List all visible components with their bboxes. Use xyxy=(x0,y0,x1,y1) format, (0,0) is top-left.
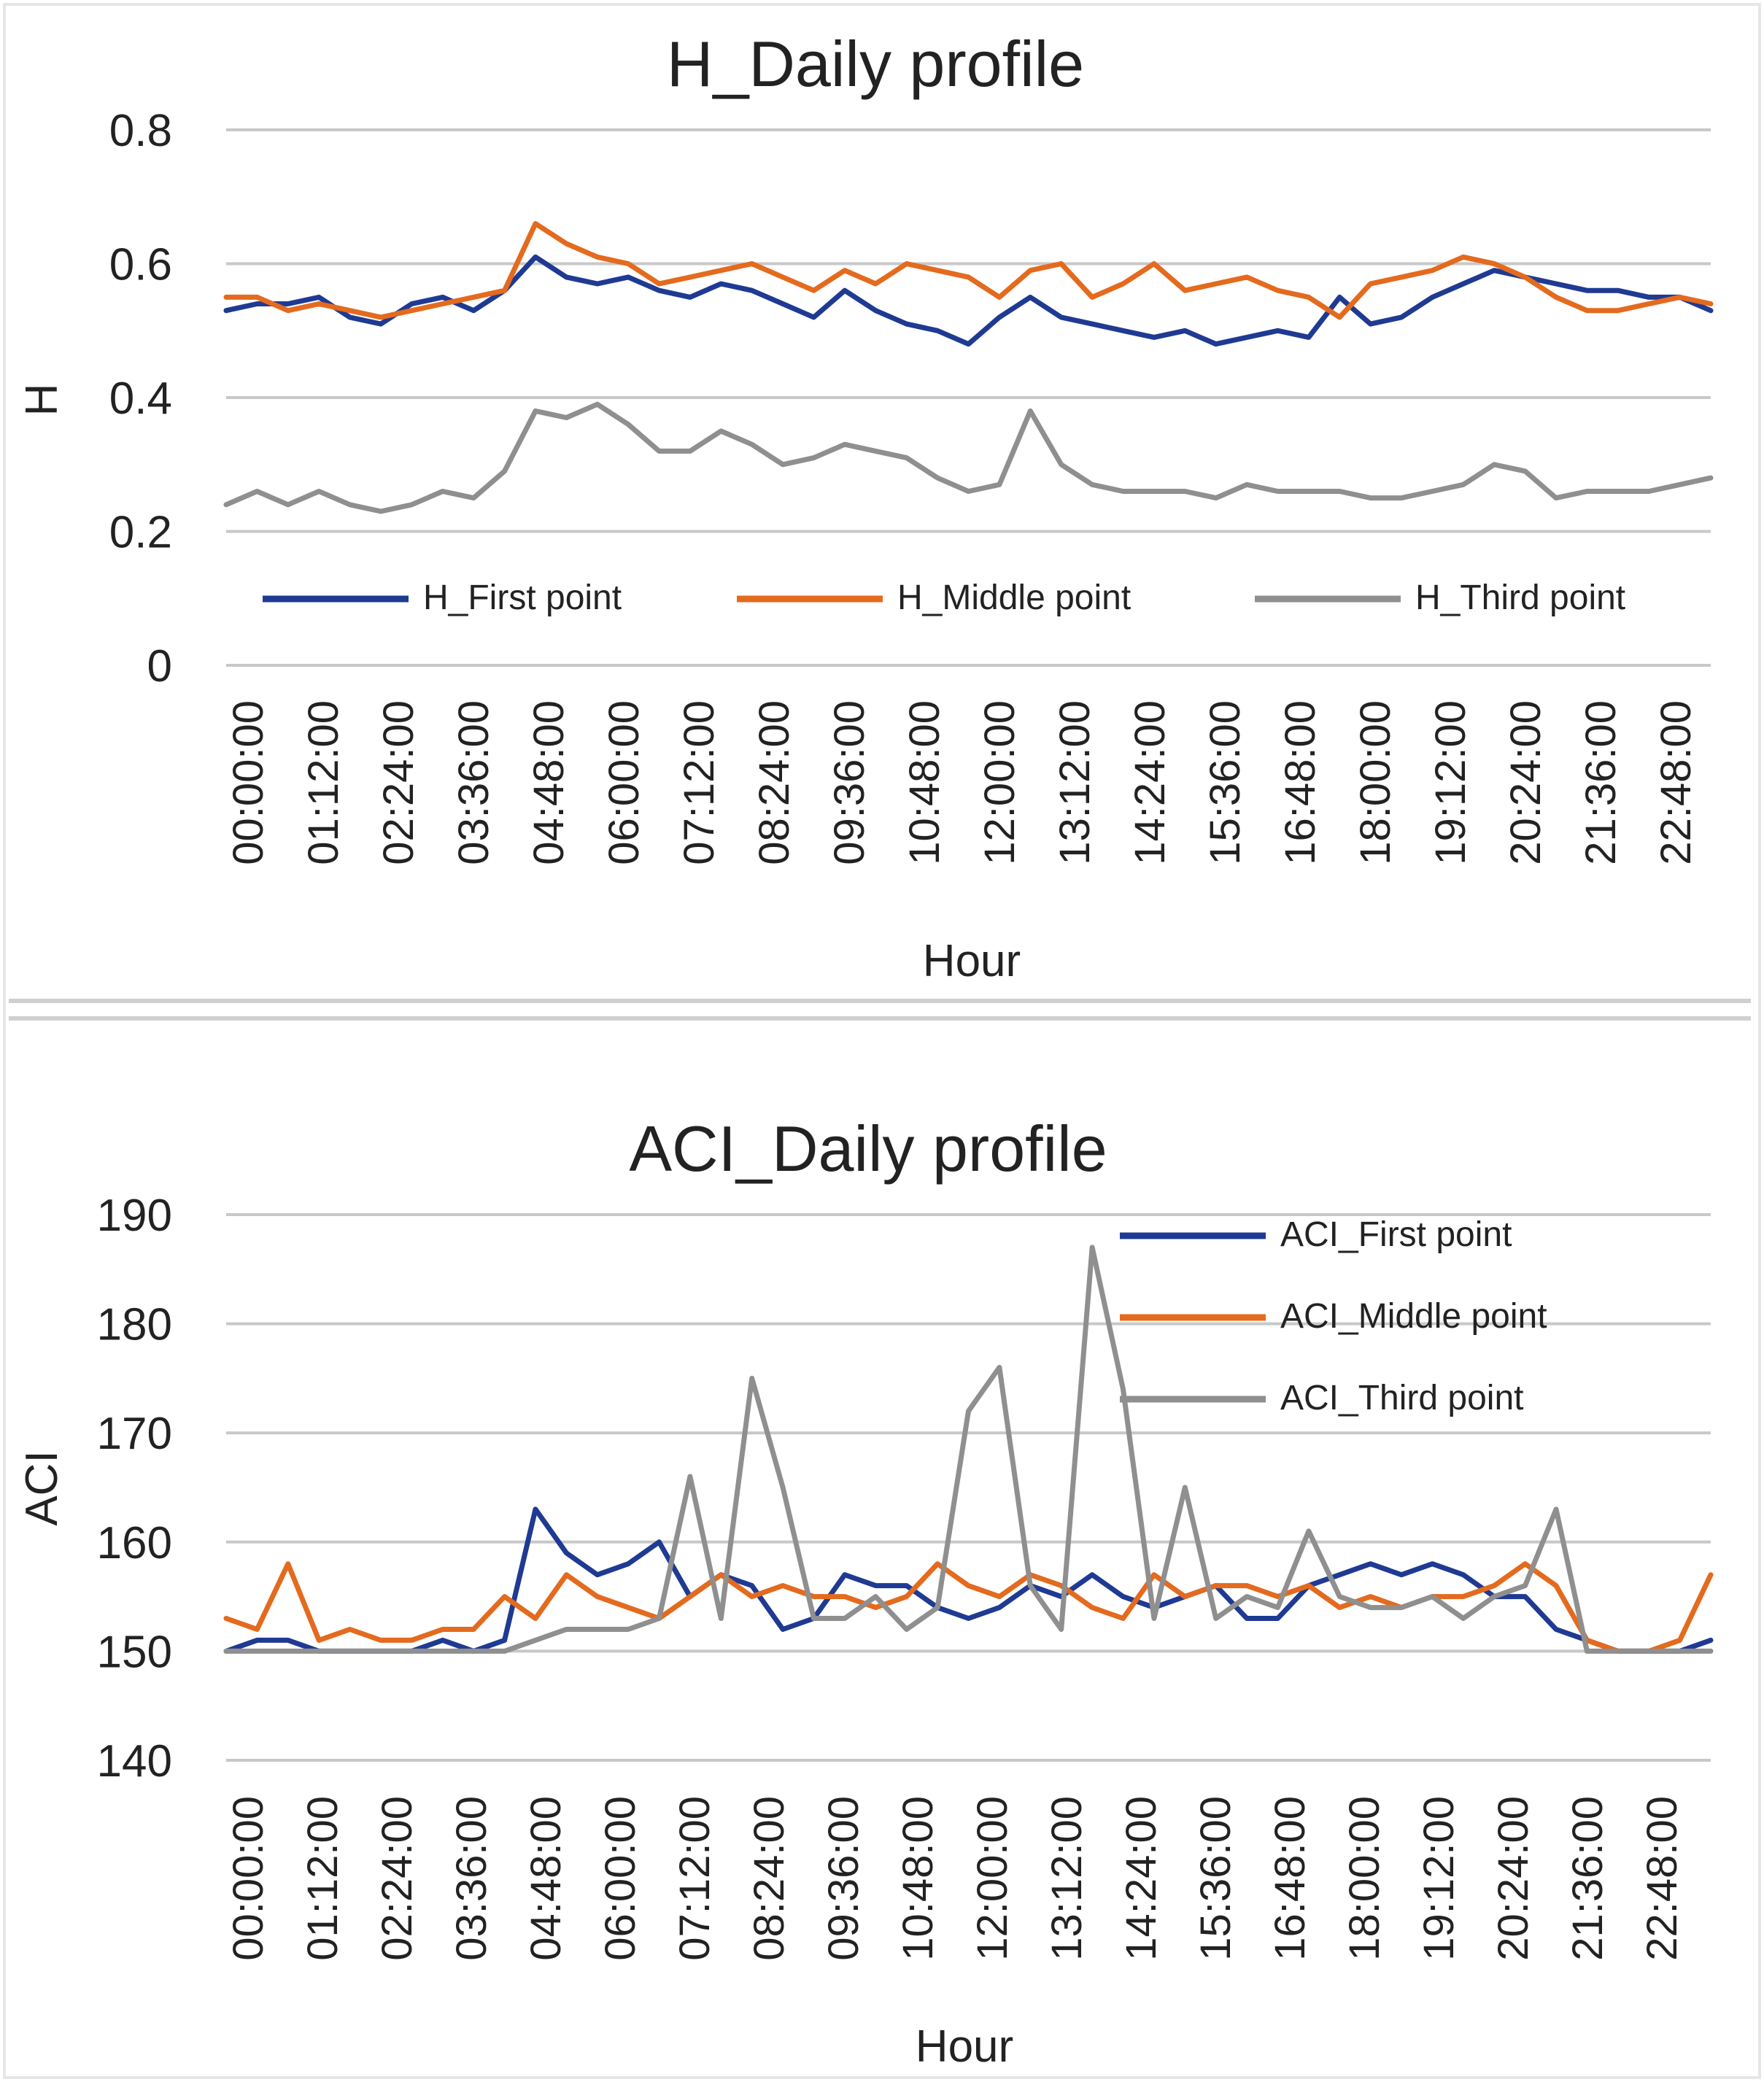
x-tick-label: 10:48:00 xyxy=(901,700,948,865)
legend-label: ACI_First point xyxy=(1280,1215,1512,1254)
x-tick-label: 08:24:00 xyxy=(746,1796,793,1961)
y-tick-label: 0.4 xyxy=(109,374,172,424)
x-tick-label: 10:48:00 xyxy=(894,1796,942,1961)
y-tick-label: 0.6 xyxy=(109,240,172,290)
x-tick-label: 21:36:00 xyxy=(1564,1796,1612,1961)
legend-label: H_First point xyxy=(423,578,622,617)
y-tick-label: 160 xyxy=(97,1518,172,1568)
y-tick-label: 190 xyxy=(97,1191,172,1241)
y-axis-ticks: 0 0.2 0.4 0.6 0.8 xyxy=(109,106,172,692)
x-tick-label: 18:00:00 xyxy=(1352,700,1399,865)
x-tick-label: 04:48:00 xyxy=(525,700,573,865)
x-tick-label: 03:36:00 xyxy=(450,700,498,865)
x-tick-label: 20:24:00 xyxy=(1502,700,1550,865)
x-tick-label: 16:48:00 xyxy=(1266,1796,1314,1961)
x-tick-label: 15:36:00 xyxy=(1202,700,1249,865)
x-tick-label: 20:24:00 xyxy=(1490,1796,1537,1961)
x-tick-label: 00:00:00 xyxy=(225,700,272,865)
y-axis-title: H xyxy=(17,384,67,417)
x-tick-label: 08:24:00 xyxy=(751,700,798,865)
legend-item-third: H_Third point xyxy=(1255,578,1625,617)
x-tick-label: 06:00:00 xyxy=(600,700,648,865)
y-axis-title: ACI xyxy=(17,1450,67,1525)
x-tick-label: 12:00:00 xyxy=(969,1796,1016,1961)
gridlines xyxy=(226,1213,1711,1762)
x-tick-label: 12:00:00 xyxy=(976,700,1024,865)
x-tick-label: 14:24:00 xyxy=(1126,700,1174,865)
series-lines xyxy=(223,1245,1714,1654)
x-tick-label: 16:48:00 xyxy=(1277,700,1324,865)
series-line-third xyxy=(223,1245,1714,1654)
x-tick-label: 02:24:00 xyxy=(375,700,422,865)
page-border xyxy=(3,3,1761,2079)
x-tick-label: 06:00:00 xyxy=(597,1796,644,1961)
legend-label: ACI_Middle point xyxy=(1280,1297,1547,1336)
legend-item-first: H_First point xyxy=(263,578,622,617)
y-tick-label: 140 xyxy=(97,1736,172,1787)
series-line-middle xyxy=(223,1561,1714,1654)
legend: H_First point H_Middle point H_Third point xyxy=(263,578,1625,617)
legend-item-middle: H_Middle point xyxy=(737,578,1131,617)
x-tick-label: 18:00:00 xyxy=(1341,1796,1388,1961)
x-tick-label: 07:12:00 xyxy=(671,1796,719,1961)
x-axis-title: Hour xyxy=(916,2021,1013,2072)
legend: ACI_First point ACI_Middle point ACI_Third… xyxy=(1120,1215,1547,1417)
series-line-first xyxy=(223,254,1714,347)
x-tick-label: 09:36:00 xyxy=(820,1796,867,1961)
y-tick-label: 170 xyxy=(97,1409,172,1459)
x-tick-label: 00:00:00 xyxy=(225,1796,272,1961)
x-axis-ticks: 00:00:00 01:12:00 02:24:00 03:36:00 04:48:00… xyxy=(225,700,1700,865)
series-lines xyxy=(223,221,1714,514)
legend-item-third: ACI_Third point xyxy=(1120,1379,1524,1417)
x-tick-label: 13:12:00 xyxy=(1043,1796,1091,1961)
x-tick-label: 13:12:00 xyxy=(1051,700,1099,865)
x-tick-label: 04:48:00 xyxy=(522,1796,570,1961)
legend-item-first: ACI_First point xyxy=(1120,1215,1512,1254)
h-daily-profile-chart: H_Daily profile 0 0.2 0.4 0.6 0.8 H 00:00:00… xyxy=(17,28,1714,986)
legend-item-middle: ACI_Middle point xyxy=(1120,1297,1547,1336)
y-tick-label: 0.2 xyxy=(109,508,172,558)
x-tick-label: 01:12:00 xyxy=(300,700,347,865)
x-tick-label: 21:36:00 xyxy=(1577,700,1625,865)
y-tick-label: 0.8 xyxy=(109,106,172,156)
legend-label: H_Middle point xyxy=(897,578,1131,617)
chart-title: ACI_Daily profile xyxy=(629,1112,1107,1185)
x-tick-label: 14:24:00 xyxy=(1118,1796,1165,1961)
x-tick-label: 03:36:00 xyxy=(448,1796,495,1961)
x-tick-label: 19:12:00 xyxy=(1427,700,1474,865)
y-tick-label: 180 xyxy=(97,1300,172,1350)
aci-daily-profile-chart: ACI_Daily profile 140 150 160 170 180 190 ACI… xyxy=(17,1112,1714,2072)
legend-label: H_Third point xyxy=(1415,578,1625,617)
x-tick-label: 19:12:00 xyxy=(1415,1796,1463,1961)
legend-label: ACI_Third point xyxy=(1280,1379,1524,1417)
series-line-middle xyxy=(223,221,1714,320)
x-tick-label: 22:48:00 xyxy=(1652,700,1700,865)
gridlines xyxy=(226,128,1711,667)
x-tick-label: 15:36:00 xyxy=(1192,1796,1239,1961)
y-tick-label: 150 xyxy=(97,1627,172,1677)
chart-title: H_Daily profile xyxy=(667,28,1084,100)
y-axis-ticks: 140 150 160 170 180 190 xyxy=(97,1191,172,1787)
x-tick-label: 07:12:00 xyxy=(676,700,723,865)
x-tick-label: 01:12:00 xyxy=(299,1796,347,1961)
series-line-third xyxy=(223,401,1714,514)
x-axis-title: Hour xyxy=(923,936,1021,986)
y-tick-label: 0 xyxy=(147,641,172,692)
x-tick-label: 09:36:00 xyxy=(826,700,873,865)
x-axis-ticks: 00:00:00 01:12:00 02:24:00 03:36:00 04:48:00… xyxy=(225,1796,1686,1961)
x-tick-label: 22:48:00 xyxy=(1639,1796,1686,1961)
x-tick-label: 02:24:00 xyxy=(374,1796,421,1961)
